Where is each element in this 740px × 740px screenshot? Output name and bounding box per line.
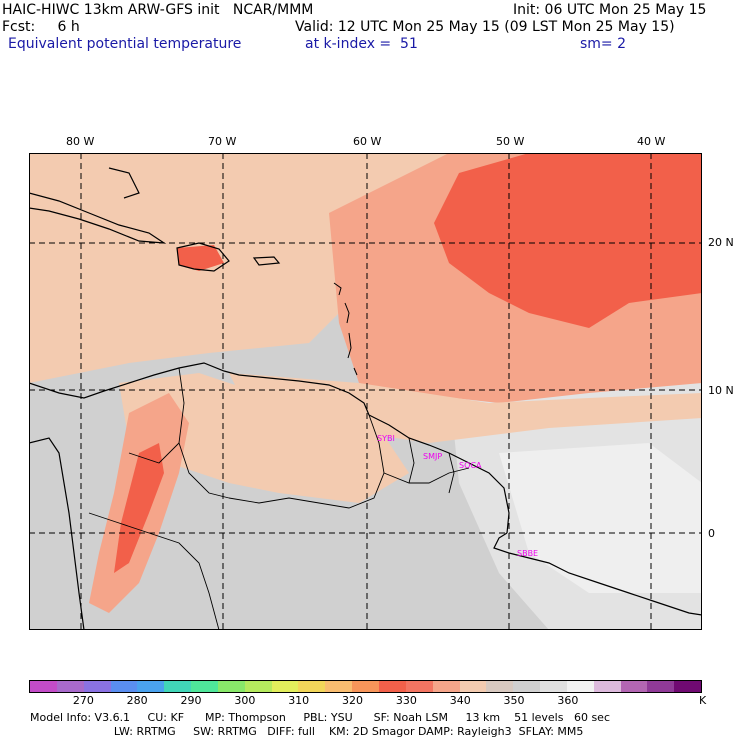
color-scale-label: 300: [234, 694, 256, 707]
color-scale-label: 290: [180, 694, 202, 707]
color-scale-label: 310: [288, 694, 310, 707]
color-scale-label: 330: [395, 694, 417, 707]
color-swatch: [217, 681, 245, 692]
station-markers: SYBI SMJP SOCA SBBE: [377, 434, 538, 558]
lat-label-eq: 0: [708, 527, 715, 540]
lat-lon-grid: [29, 153, 702, 630]
color-swatch: [56, 681, 84, 692]
color-scale-bar: [29, 680, 702, 693]
model-info-line-1: Model Info: V3.6.1 CU: KF MP: Thompson P…: [30, 711, 610, 724]
color-swatch: [298, 681, 326, 692]
color-swatch: [674, 681, 702, 692]
field-name: Equivalent potential temperature: [8, 36, 242, 52]
red-region-andes: [114, 443, 164, 573]
lon-label-40w: 40 W: [637, 135, 666, 148]
station-smjp: SMJP: [423, 452, 442, 461]
lon-label-50w: 50 W: [496, 135, 525, 148]
color-swatch: [30, 681, 57, 692]
station-sybi: SYBI: [377, 434, 395, 443]
color-swatch: [593, 681, 621, 692]
lat-label-20n: 20 N: [708, 236, 734, 249]
color-swatch: [513, 681, 541, 692]
color-swatch: [459, 681, 487, 692]
valid-time: Valid: 12 UTC Mon 25 May 15 (09 LST Mon …: [295, 19, 675, 35]
forecast-hour: Fcst: 6 h: [2, 19, 80, 35]
color-swatch: [164, 681, 192, 692]
coastlines: [29, 167, 702, 630]
level-info: at k-index = 51: [305, 36, 418, 52]
color-scale-label: 270: [72, 694, 94, 707]
lon-label-60w: 60 W: [353, 135, 382, 148]
color-swatch: [325, 681, 353, 692]
init-time: Init: 06 UTC Mon 25 May 15: [513, 2, 707, 18]
station-sbbe: SBBE: [517, 549, 538, 558]
lon-label-80w: 80 W: [66, 135, 95, 148]
color-swatch: [83, 681, 111, 692]
country-borders: [88, 367, 470, 630]
color-scale-unit: K: [699, 694, 707, 707]
color-swatch: [137, 681, 165, 692]
color-scale-label: 280: [126, 694, 148, 707]
color-swatch: [620, 681, 648, 692]
color-swatch: [191, 681, 218, 692]
color-swatch: [647, 681, 675, 692]
color-swatch: [271, 681, 299, 692]
lat-label-10n: 10 N: [708, 384, 734, 397]
color-swatch: [405, 681, 433, 692]
model-info-line-2: LW: RRTMG SW: RRTMG DIFF: full KM: 2D Sm…: [30, 725, 584, 738]
lon-label-70w: 70 W: [208, 135, 237, 148]
color-swatch: [110, 681, 138, 692]
color-swatch: [378, 681, 406, 692]
color-scale-label: 320: [342, 694, 364, 707]
station-soca: SOCA: [459, 461, 482, 470]
color-swatch: [486, 681, 514, 692]
red-region-hispaniola: [177, 245, 224, 271]
color-scale-label: 350: [503, 694, 525, 707]
lesser-antilles: [333, 282, 358, 376]
peach-region-venezuela: [119, 373, 409, 503]
color-swatch: [540, 681, 567, 692]
color-swatch: [566, 681, 594, 692]
map-frame: [29, 153, 702, 630]
title-line-1: HAIC-HIWC 13km ARW-GFS init NCAR/MMM: [2, 2, 314, 18]
color-swatch: [352, 681, 379, 692]
theta-e-map: SYBI SMJP SOCA SBBE: [29, 153, 702, 630]
color-scale-label: 360: [557, 694, 579, 707]
red-region-northeast: [434, 153, 702, 328]
color-swatch: [244, 681, 272, 692]
color-swatch: [432, 681, 460, 692]
smoothing-info: sm= 2: [580, 36, 627, 52]
color-scale-label: 340: [449, 694, 471, 707]
map-panel: SYBI SMJP SOCA SBBE: [29, 153, 702, 630]
